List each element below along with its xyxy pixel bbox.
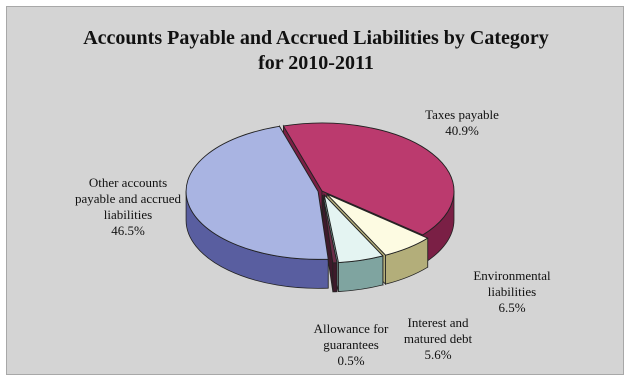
pie-slice-4 <box>322 195 338 264</box>
pie-slice-wall-4 <box>332 262 338 293</box>
slice-label-line: liabilities <box>488 284 536 299</box>
slice-label-line: Allowance for <box>314 321 389 336</box>
pie-slice-2 <box>326 193 429 256</box>
slice-label-4: Allowance for guarantees 0.5% <box>314 321 389 368</box>
slice-label-line: Other accounts <box>89 175 167 190</box>
slice-value-5: 46.5% <box>111 223 145 238</box>
pie-chart: Accounts Payable and Accrued Liabilities… <box>75 27 551 368</box>
slice-label-line: Taxes payable <box>425 107 499 122</box>
chart-title-line-1: Accounts Payable and Accrued Liabilities… <box>83 27 549 49</box>
slice-value-3: 5.6% <box>424 347 451 362</box>
slice-labels: Taxes payable 40.9%Environmental liabiliti… <box>75 107 551 368</box>
slice-value-4: 0.5% <box>337 353 364 368</box>
slice-label-line: Interest and <box>407 315 469 330</box>
slice-label-1: Taxes payable 40.9% <box>425 107 499 138</box>
pie-slice-1 <box>282 122 455 236</box>
slice-value-1: 40.9% <box>445 123 479 138</box>
pie-slice-3 <box>323 193 384 264</box>
slice-label-line: guarantees <box>323 337 379 352</box>
slice-label-line: liabilities <box>104 207 152 222</box>
slice-label-3: Interest and matured debt 5.6% <box>404 315 473 362</box>
slice-label-line: matured debt <box>404 331 473 346</box>
slice-value-2: 6.5% <box>498 300 525 315</box>
chart-title: Accounts Payable and Accrued Liabilities… <box>83 27 549 74</box>
chart-title-line-2: for 2010-2011 <box>258 52 374 74</box>
pie-slice-5 <box>185 125 329 260</box>
slice-label-line: Environmental <box>473 268 551 283</box>
pie-tops <box>185 122 455 264</box>
slice-label-line: payable and accrued <box>75 191 182 206</box>
slice-label-5: Other accounts payable and accrued liabili… <box>75 175 182 238</box>
slice-label-2: Environmental liabilities 6.5% <box>473 268 551 315</box>
chart-frame: Accounts Payable and Accrued Liabilities… <box>6 6 624 375</box>
